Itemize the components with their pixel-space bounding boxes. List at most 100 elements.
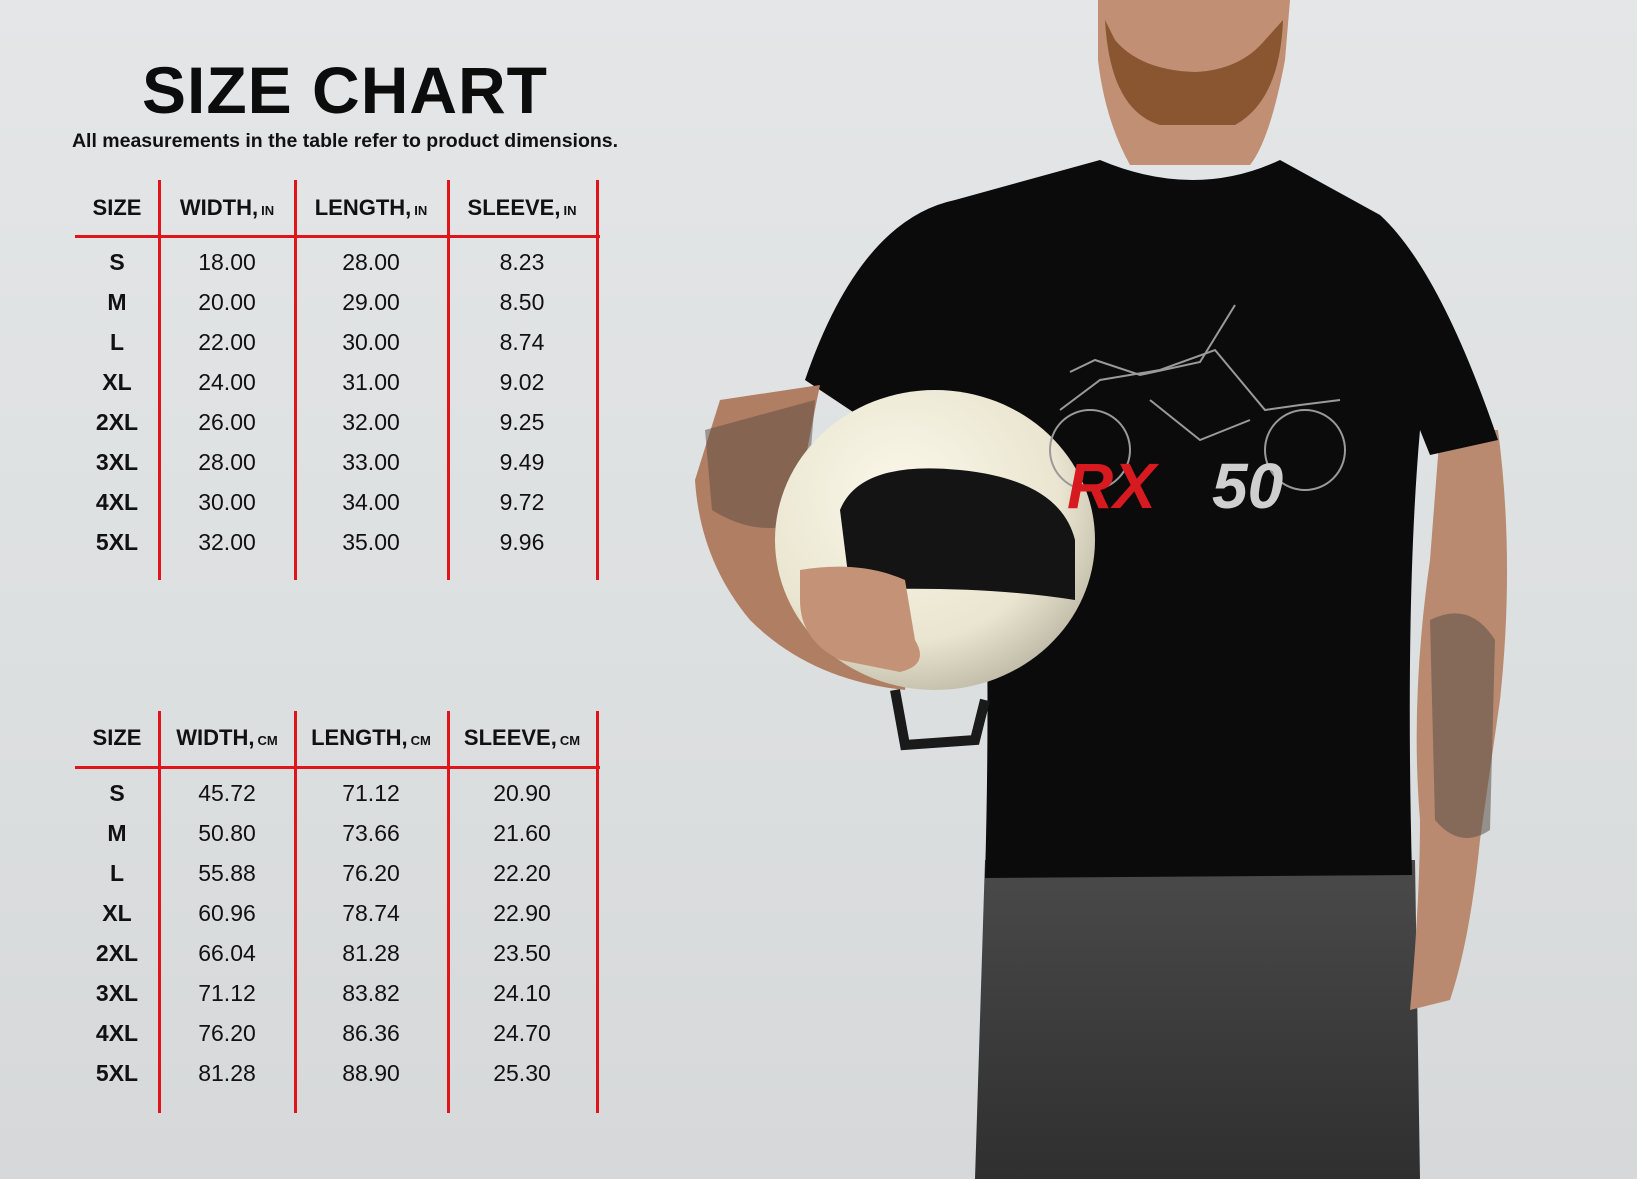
- cell-width: 71.12: [198, 980, 256, 1006]
- hand: [800, 566, 920, 672]
- column-divider: [447, 711, 450, 1113]
- column-divider: [596, 180, 599, 580]
- cell-length: 78.74: [342, 900, 400, 926]
- jeans: [975, 860, 1420, 1179]
- header-unit: IN: [414, 203, 428, 218]
- cell-length: 76.20: [342, 860, 400, 886]
- cell-width: 32.00: [198, 529, 256, 555]
- cell-sleeve: 25.30: [493, 1060, 551, 1086]
- header-label: LENGTH,: [311, 725, 408, 750]
- cell-size: S: [109, 780, 125, 806]
- cell-sleeve: 8.74: [499, 329, 545, 355]
- cell-length: 86.36: [342, 1020, 400, 1046]
- column-divider: [294, 711, 297, 1113]
- header-width: WIDTH, CM: [157, 725, 297, 751]
- column-divider: [447, 180, 450, 580]
- cell-size: 2XL: [95, 940, 139, 966]
- header-label: SLEEVE,: [467, 195, 561, 220]
- cell-sleeve: 9.49: [499, 449, 545, 475]
- cell-width: 50.80: [198, 820, 256, 846]
- cell-size: XL: [102, 900, 132, 926]
- header-sleeve: SLEEVE, CM: [447, 725, 597, 751]
- cell-length: 35.00: [342, 529, 400, 555]
- cell-sleeve: 23.50: [493, 940, 551, 966]
- cell-size: 4XL: [95, 1020, 139, 1046]
- cell-sleeve: 22.20: [493, 860, 551, 886]
- cell-sleeve: 24.10: [493, 980, 551, 1006]
- cell-length: 33.00: [342, 449, 400, 475]
- header-length: LENGTH, IN: [296, 195, 446, 221]
- cell-width: 66.04: [198, 940, 256, 966]
- cell-width: 18.00: [198, 249, 256, 275]
- column-divider: [294, 180, 297, 580]
- header-label: WIDTH,: [179, 195, 259, 220]
- subtitle: All measurements in the table refer to p…: [71, 130, 619, 152]
- cell-length: 29.00: [342, 289, 400, 315]
- cell-size: 2XL: [95, 409, 139, 435]
- right-arm-tattoo: [1430, 613, 1495, 838]
- cell-size: S: [109, 249, 125, 275]
- model-photo: RX 50: [695, 0, 1508, 1179]
- cell-length: 73.66: [342, 820, 400, 846]
- cell-length: 32.00: [342, 409, 400, 435]
- cell-width: 81.28: [198, 1060, 256, 1086]
- shirt-print-rx: RX: [1067, 450, 1159, 522]
- column-divider: [596, 711, 599, 1113]
- header-unit: IN: [261, 203, 275, 218]
- cell-sleeve: 21.60: [493, 820, 551, 846]
- cell-sleeve: 9.96: [499, 529, 545, 555]
- header-label: SIZE: [92, 725, 142, 750]
- cell-size: L: [109, 329, 125, 355]
- cell-length: 83.82: [342, 980, 400, 1006]
- cell-size: XL: [102, 369, 132, 395]
- cell-sleeve: 9.72: [499, 489, 545, 515]
- shirt-print-50: 50: [1212, 450, 1283, 522]
- cell-length: 88.90: [342, 1060, 400, 1086]
- header-length: LENGTH, CM: [296, 725, 446, 751]
- cell-size: 4XL: [95, 489, 139, 515]
- cell-sleeve: 8.50: [499, 289, 545, 315]
- cell-width: 26.00: [198, 409, 256, 435]
- header-divider: [75, 235, 600, 238]
- header-sleeve: SLEEVE, IN: [447, 195, 597, 221]
- cell-size: M: [107, 289, 127, 315]
- header-width: WIDTH, IN: [157, 195, 297, 221]
- cell-width: 30.00: [198, 489, 256, 515]
- cell-length: 81.28: [342, 940, 400, 966]
- beard: [1105, 20, 1283, 125]
- cell-size: L: [109, 860, 125, 886]
- header-label: WIDTH,: [176, 725, 255, 750]
- cell-size: M: [107, 820, 127, 846]
- cell-size: 5XL: [95, 1060, 139, 1086]
- cell-width: 22.00: [198, 329, 256, 355]
- cell-width: 28.00: [198, 449, 256, 475]
- column-divider: [158, 711, 161, 1113]
- header-size: SIZE: [77, 195, 157, 221]
- header-unit: CM: [559, 733, 581, 748]
- cell-size: 3XL: [95, 449, 139, 475]
- header-label: LENGTH,: [314, 195, 412, 220]
- header-label: SLEEVE,: [463, 725, 557, 750]
- cell-length: 31.00: [342, 369, 400, 395]
- cell-width: 60.96: [198, 900, 256, 926]
- motorcycle-line-art: [1049, 304, 1346, 491]
- cell-sleeve: 22.90: [493, 900, 551, 926]
- column-divider: [158, 180, 161, 580]
- header-divider: [75, 766, 600, 769]
- cell-sleeve: 9.25: [499, 409, 545, 435]
- page-title: SIZE CHART: [142, 53, 548, 127]
- cell-sleeve: 20.90: [493, 780, 551, 806]
- cell-length: 30.00: [342, 329, 400, 355]
- header-unit: IN: [563, 203, 577, 218]
- cell-width: 24.00: [198, 369, 256, 395]
- cell-sleeve: 24.70: [493, 1020, 551, 1046]
- header-unit: CM: [410, 733, 431, 748]
- cell-length: 71.12: [342, 780, 400, 806]
- header-unit: CM: [257, 733, 278, 748]
- cell-length: 34.00: [342, 489, 400, 515]
- cell-sleeve: 8.23: [499, 249, 545, 275]
- header-label: SIZE: [92, 195, 142, 220]
- cell-length: 28.00: [342, 249, 400, 275]
- cell-width: 55.88: [198, 860, 256, 886]
- helmet-visor-opening: [840, 468, 1075, 600]
